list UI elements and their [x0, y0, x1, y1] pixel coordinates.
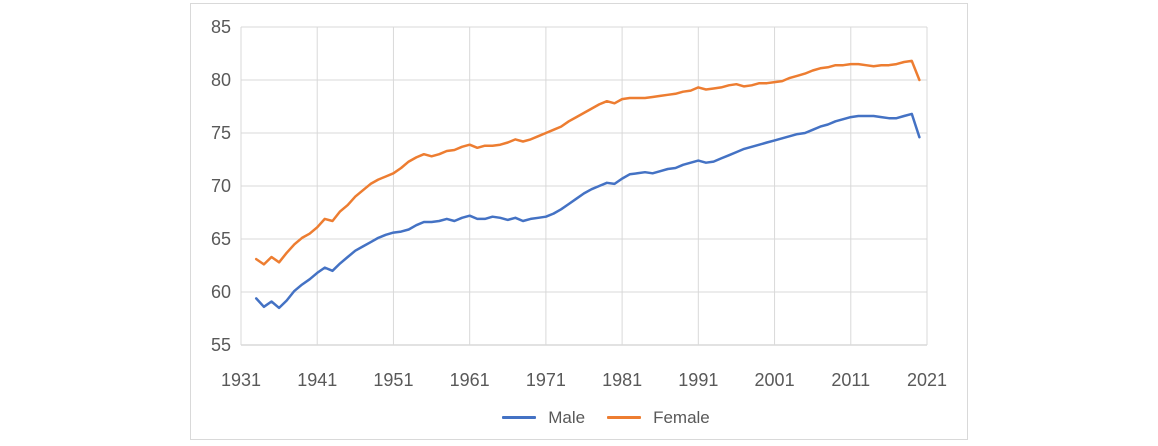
x-axis-tick-label-1981: 1981: [602, 370, 642, 390]
y-axis-tick-label-80: 80: [211, 70, 231, 90]
y-axis-tick-label-55: 55: [211, 335, 231, 355]
x-axis-tick-label-2001: 2001: [755, 370, 795, 390]
x-axis-tick-label-2011: 2011: [831, 370, 870, 390]
legend-swatch-female-line-icon: [607, 415, 642, 419]
legend-item-female[interactable]: Female: [607, 409, 710, 426]
legend-swatch-male-line-icon: [502, 415, 537, 419]
y-axis-tick-label-70: 70: [211, 176, 231, 196]
x-axis-tick-label-1941: 1941: [297, 370, 337, 390]
y-axis-tick-label-85: 85: [211, 17, 231, 37]
x-axis-tick-label-2021: 2021: [907, 370, 947, 390]
legend-item-male[interactable]: Male: [502, 409, 585, 426]
series-line-male[interactable]: [254, 112, 921, 310]
x-axis-tick-label-1991: 1991: [678, 370, 718, 390]
chart-card: 55 60 65 70 75 80 85 1931 1941 1951 1961 1971 1981 19…: [190, 3, 968, 440]
chart-legend: Male Female: [191, 406, 969, 428]
y-axis-tick-label-60: 60: [211, 282, 231, 302]
y-axis-tick-label-65: 65: [211, 229, 231, 249]
y-axis-tick-label-75: 75: [211, 123, 231, 143]
legend-label-female: Female: [653, 407, 710, 427]
x-axis-tick-label-1961: 1961: [450, 370, 490, 390]
x-axis-tick-label-1971: 1971: [526, 370, 566, 390]
line-chart: 55 60 65 70 75 80 85 1931 1941 1951 1961 1971 1981 19…: [211, 17, 947, 390]
series-line-female[interactable]: [254, 59, 921, 266]
x-axis-tick-label-1951: 1951: [373, 370, 413, 390]
x-axis-tick-label-1931: 1931: [221, 370, 261, 390]
legend-label-male: Male: [548, 407, 586, 427]
